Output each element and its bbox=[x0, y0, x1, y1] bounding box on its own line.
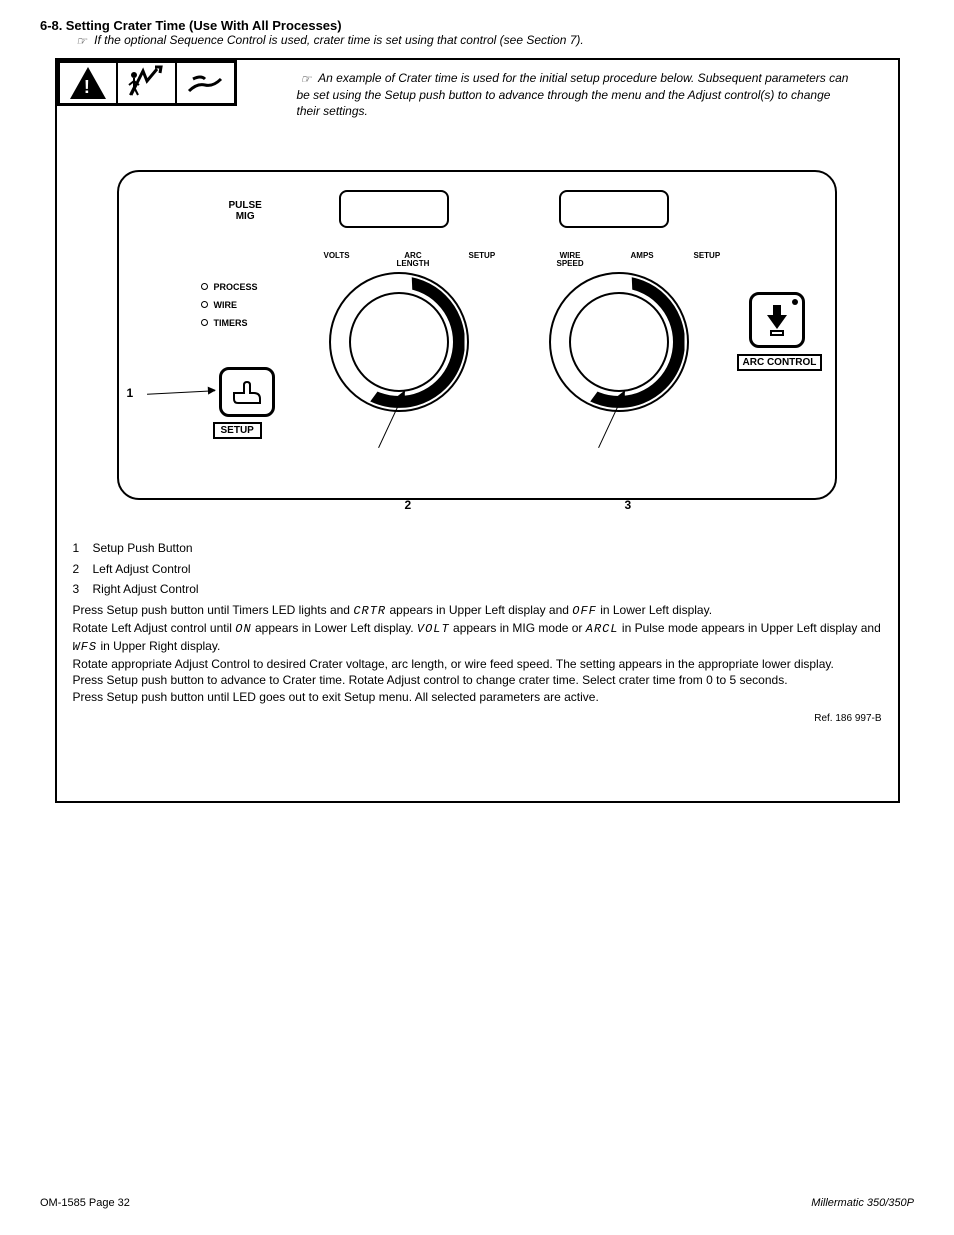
warning-icon bbox=[60, 63, 119, 103]
electric-shock-icon bbox=[118, 63, 177, 103]
arc-control-button[interactable] bbox=[749, 292, 805, 348]
right-adjust-knob[interactable] bbox=[549, 272, 689, 412]
top-note-text: If the optional Sequence Control is used… bbox=[94, 33, 584, 47]
section-title: Setting Crater Time (Use With All Proces… bbox=[66, 18, 342, 33]
section-header: 6-8. Setting Crater Time (Use With All P… bbox=[40, 18, 914, 33]
step-1-heading: 1 Setup Push Button bbox=[73, 540, 882, 557]
callout-arrow-setup bbox=[147, 390, 215, 395]
panel-note-text: An example of Crater time is used for th… bbox=[297, 71, 849, 118]
timers-led-icon bbox=[201, 319, 208, 326]
wire-led-icon bbox=[201, 301, 208, 308]
arc-control-icon bbox=[761, 303, 793, 337]
pointer-icon: ☞ bbox=[301, 71, 312, 87]
right-display bbox=[559, 190, 669, 228]
figure-ref: Ref. 186 997-B bbox=[73, 712, 882, 726]
step-2-heading: 2 Left Adjust Control bbox=[73, 561, 882, 578]
volts-label: VOLTS bbox=[324, 252, 350, 260]
left-adjust-knob[interactable] bbox=[329, 272, 469, 412]
figure-panel: ☞ An example of Crater time is used for … bbox=[55, 58, 900, 803]
hand-press-icon bbox=[230, 379, 264, 405]
arc-control-label: ARC CONTROL bbox=[737, 354, 823, 371]
page-footer: OM-1585 Page 32 Millermatic 350/350P bbox=[40, 1197, 914, 1209]
read-manual-icon bbox=[177, 63, 234, 103]
product-name: Millermatic 350/350P bbox=[811, 1197, 914, 1209]
wire-led-row: WIRE bbox=[201, 300, 238, 310]
process-led-icon bbox=[201, 283, 208, 290]
pointer-icon: ☞ bbox=[76, 34, 87, 48]
step-line-5: Press Setup push button until LED goes o… bbox=[73, 689, 882, 706]
callout-2: 2 bbox=[405, 498, 412, 512]
page-number: OM-1585 Page 32 bbox=[40, 1197, 130, 1209]
left-display bbox=[339, 190, 449, 228]
step-3-heading: 3 Right Adjust Control bbox=[73, 581, 882, 598]
section-number: 6-8. bbox=[40, 18, 62, 33]
amps-label: AMPS bbox=[631, 252, 654, 260]
top-note: ☞ If the optional Sequence Control is us… bbox=[72, 33, 914, 48]
wire-led-label: WIRE bbox=[214, 300, 238, 310]
step-line-4: Press Setup push button to advance to Cr… bbox=[73, 672, 882, 689]
callout-3: 3 bbox=[625, 498, 632, 512]
setup-right-label: SETUP bbox=[694, 252, 721, 260]
timers-led-row: TIMERS bbox=[201, 318, 248, 328]
setup-button[interactable] bbox=[219, 367, 275, 417]
process-led-label: PROCESS bbox=[214, 282, 258, 292]
step-line-1: Press Setup push button until Timers LED… bbox=[73, 602, 882, 620]
arc-length-label: ARCLENGTH bbox=[397, 252, 430, 268]
setup-button-label: SETUP bbox=[213, 422, 262, 439]
pulse-mig-label: PULSEMIG bbox=[229, 200, 262, 222]
setup-left-label: SETUP bbox=[469, 252, 496, 260]
step-line-2: Rotate Left Adjust control until ON appe… bbox=[73, 620, 882, 656]
hazard-icon-strip bbox=[57, 60, 237, 106]
timers-led-label: TIMERS bbox=[214, 318, 248, 328]
process-led-row: PROCESS bbox=[201, 282, 258, 292]
step-line-3: Rotate appropriate Adjust Control to des… bbox=[73, 656, 882, 673]
step-text-block: 1 Setup Push Button 2 Left Adjust Contro… bbox=[57, 540, 898, 726]
arc-led-icon bbox=[792, 299, 798, 305]
callout-1: 1 bbox=[127, 386, 134, 400]
wire-speed-label: WIRESPEED bbox=[557, 252, 584, 268]
control-panel-diagram: PULSEMIG PROCESS WIRE TIMERS VOLTS ARCLE… bbox=[117, 170, 837, 500]
panel-note: ☞ An example of Crater time is used for … bbox=[297, 70, 857, 119]
